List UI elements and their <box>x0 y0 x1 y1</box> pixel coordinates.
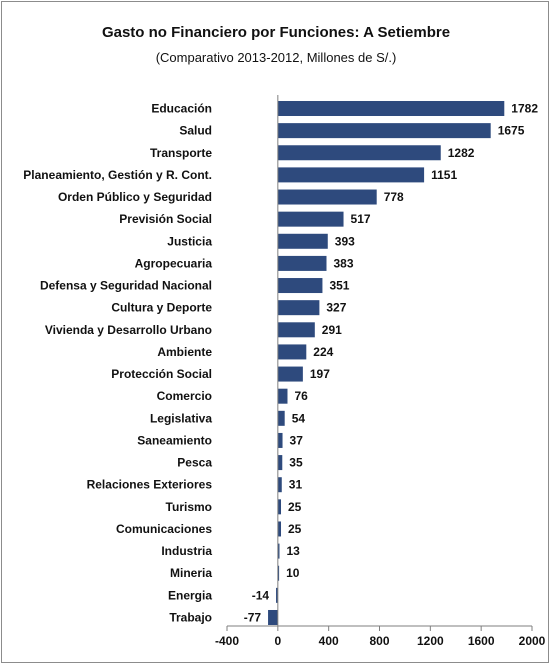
category-label: Transporte <box>150 146 212 160</box>
data-label: 1782 <box>511 102 538 116</box>
data-label: 778 <box>384 190 404 204</box>
category-label: Protección Social <box>111 367 212 381</box>
data-label: 31 <box>289 478 303 492</box>
x-tick-label: 0 <box>274 634 281 648</box>
category-label: Ambiente <box>157 345 212 359</box>
category-label: Turismo <box>166 500 212 514</box>
bar <box>277 101 505 116</box>
bar <box>277 543 280 559</box>
x-tick-label: -400 <box>215 634 239 648</box>
data-label: 1282 <box>448 146 475 160</box>
data-label: 383 <box>334 256 354 270</box>
x-tick-label: 800 <box>369 634 389 648</box>
data-label: 351 <box>329 279 349 293</box>
category-label: Mineria <box>170 566 212 580</box>
bar <box>277 565 280 581</box>
category-label: Trabajo <box>169 610 212 624</box>
category-label: Legislativa <box>150 411 212 425</box>
bars-layer <box>268 101 505 625</box>
bar <box>277 521 282 537</box>
x-tick-label: 1600 <box>468 634 495 648</box>
data-label: 327 <box>326 301 346 315</box>
category-label: Orden Público y Seguridad <box>58 190 212 204</box>
category-label: Comercio <box>157 389 212 403</box>
bar <box>277 388 288 404</box>
data-label: 393 <box>335 234 355 248</box>
category-label: Saneamiento <box>137 433 212 447</box>
x-tick-label: 2000 <box>519 634 546 648</box>
bar <box>277 189 377 205</box>
data-label: 291 <box>322 323 342 337</box>
bar <box>277 300 320 316</box>
category-label: Industria <box>161 544 212 558</box>
data-label: 25 <box>288 500 302 514</box>
category-label: Vivienda y Desarrollo Urbano <box>45 323 212 337</box>
category-label: Educación <box>151 102 212 116</box>
category-labels: Educación Salud Transporte Planeamiento, Ge… <box>23 102 212 625</box>
x-tick-label: 1200 <box>417 634 444 648</box>
x-tick-label: 400 <box>319 634 339 648</box>
bar <box>277 344 307 360</box>
data-label: 54 <box>292 411 306 425</box>
bar <box>268 609 278 625</box>
bar <box>277 366 303 382</box>
bar <box>277 145 441 161</box>
data-label: 35 <box>289 456 303 470</box>
data-label: 197 <box>310 367 330 381</box>
data-label: -14 <box>252 588 270 602</box>
bar <box>277 455 283 471</box>
category-label: Comunicaciones <box>116 522 212 536</box>
data-label: 76 <box>294 389 308 403</box>
chart-subtitle: (Comparativo 2013-2012, Millones de S/.) <box>155 50 397 65</box>
category-label: Defensa y Seguridad Nacional <box>40 279 212 293</box>
bar <box>277 167 425 183</box>
data-label: 517 <box>351 212 371 226</box>
category-label: Relaciones Exteriores <box>87 478 213 492</box>
bar <box>277 255 327 271</box>
data-label: -77 <box>244 610 262 624</box>
bar <box>277 233 328 249</box>
category-label: Pesca <box>177 456 212 470</box>
data-label: 13 <box>286 544 300 558</box>
data-label: 37 <box>290 433 304 447</box>
chart-title: Gasto no Financiero por Funciones: A Set… <box>101 24 451 41</box>
category-label: Salud <box>179 124 212 138</box>
bar <box>277 477 282 493</box>
bar <box>276 587 278 603</box>
category-label: Justicia <box>167 234 212 248</box>
data-label: 25 <box>288 522 302 536</box>
data-label: 1151 <box>431 168 457 182</box>
category-label: Previsión Social <box>119 212 212 226</box>
category-label: Agropecuaria <box>135 256 213 270</box>
value-labels: 1782 1675 1282 1151 778 517 393 383 351 327 291 224… <box>244 102 539 625</box>
data-label: 10 <box>286 566 300 580</box>
bar <box>277 123 491 139</box>
bar <box>277 322 315 338</box>
x-axis: -400 0 400 800 1200 1600 2000 <box>215 95 546 648</box>
bar <box>277 499 282 515</box>
category-label: Cultura y Deporte <box>111 301 212 315</box>
bar <box>277 278 323 294</box>
category-label: Planeamiento, Gestión y R. Cont. <box>23 168 212 182</box>
bar <box>277 432 283 448</box>
data-label: 1675 <box>498 124 525 138</box>
category-label: Energia <box>168 588 212 602</box>
data-label: 224 <box>313 345 333 359</box>
bar <box>277 211 344 227</box>
bar <box>277 410 285 426</box>
